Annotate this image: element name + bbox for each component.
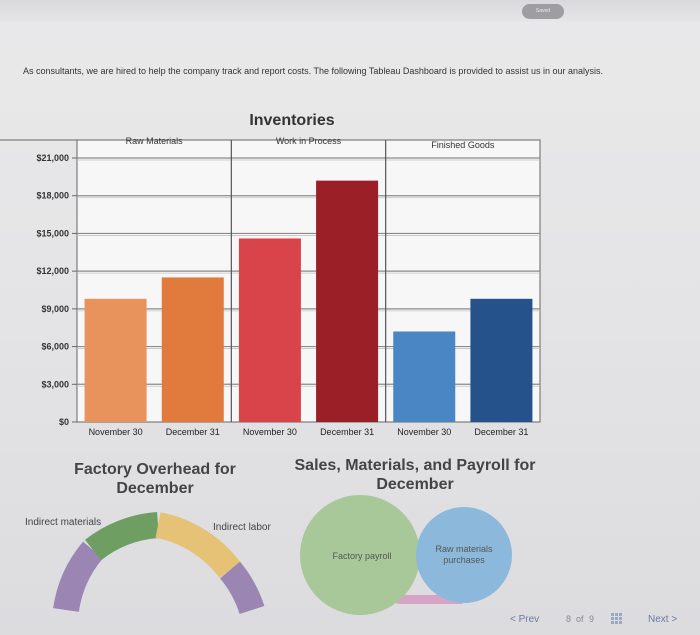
label-raw-materials-line1: Raw materials (435, 544, 493, 554)
y-tick-label: $0 (59, 417, 69, 427)
bar (161, 277, 224, 422)
y-tick-label: $18,000 (36, 191, 69, 201)
chart-title: Inventories (249, 112, 335, 129)
plot-area (76, 139, 541, 423)
bar (316, 180, 379, 422)
x-tick-label: December 31 (320, 427, 374, 437)
y-tick-label: $9,000 (41, 304, 69, 314)
x-tick-label: December 31 (166, 427, 220, 437)
saved-button[interactable]: Saved (522, 4, 564, 19)
x-tick-label: November 30 (243, 427, 297, 437)
bar (238, 238, 301, 422)
label-indirect-materials: Indirect materials (25, 517, 102, 528)
bubble-raw-materials (416, 507, 512, 603)
page-of: of (576, 614, 584, 624)
overhead-title: Factory Overhead for December (55, 460, 255, 498)
panel-header: Raw Materials (126, 136, 184, 146)
y-tick-label: $6,000 (41, 342, 69, 352)
overhead-title-line2: December (116, 480, 194, 497)
page-total: 9 (589, 614, 595, 624)
sales-title-line2: December (376, 476, 454, 493)
x-tick-label: December 31 (474, 427, 528, 437)
prev-button[interactable]: < Prev (510, 614, 540, 625)
next-button[interactable]: Next > (648, 614, 678, 625)
donut-segment-purple-right (219, 561, 265, 615)
bubble-factory-payroll (300, 495, 420, 615)
x-tick-label: November 30 (89, 427, 143, 437)
intro-text: As consultants, we are hired to help the… (23, 66, 603, 76)
y-tick-label: $15,000 (36, 228, 69, 238)
label-raw-materials-line2: purchases (443, 555, 485, 565)
overhead-title-line1: Factory Overhead for (74, 461, 236, 478)
y-tick-label: $12,000 (36, 266, 69, 276)
inventories-chart: $0 $3,000 $6,000 $9,000 $12,000 $15,000 $18,00… (0, 136, 541, 437)
label-factory-payroll: Factory payroll (332, 551, 392, 561)
bar (84, 298, 147, 422)
y-tick-label: $3,000 (41, 379, 69, 389)
page-number: 8 (566, 614, 572, 624)
panel-header: Finished Goods (431, 140, 495, 150)
bar (470, 298, 533, 422)
grid-icon[interactable] (611, 613, 623, 625)
overhead-donut (53, 512, 265, 615)
sales-title: Sales, Materials, and Payroll for Decemb… (280, 456, 550, 494)
x-tick-label: November 30 (397, 427, 451, 437)
y-tick-label: $21,000 (36, 153, 69, 163)
sales-bubble-chart (300, 495, 512, 615)
label-indirect-labor: Indirect labor (213, 522, 271, 533)
top-toolbar (0, 0, 700, 22)
donut-segment-indirect-materials (84, 512, 160, 561)
donut-segment-purple-left (53, 541, 104, 613)
donut-segment-indirect-labor (155, 512, 241, 579)
bar (393, 331, 456, 422)
sales-title-line1: Sales, Materials, and Payroll for (294, 457, 536, 474)
panel-header: Work in Process (276, 136, 342, 146)
label-raw-materials: Raw materials purchases (420, 544, 508, 566)
